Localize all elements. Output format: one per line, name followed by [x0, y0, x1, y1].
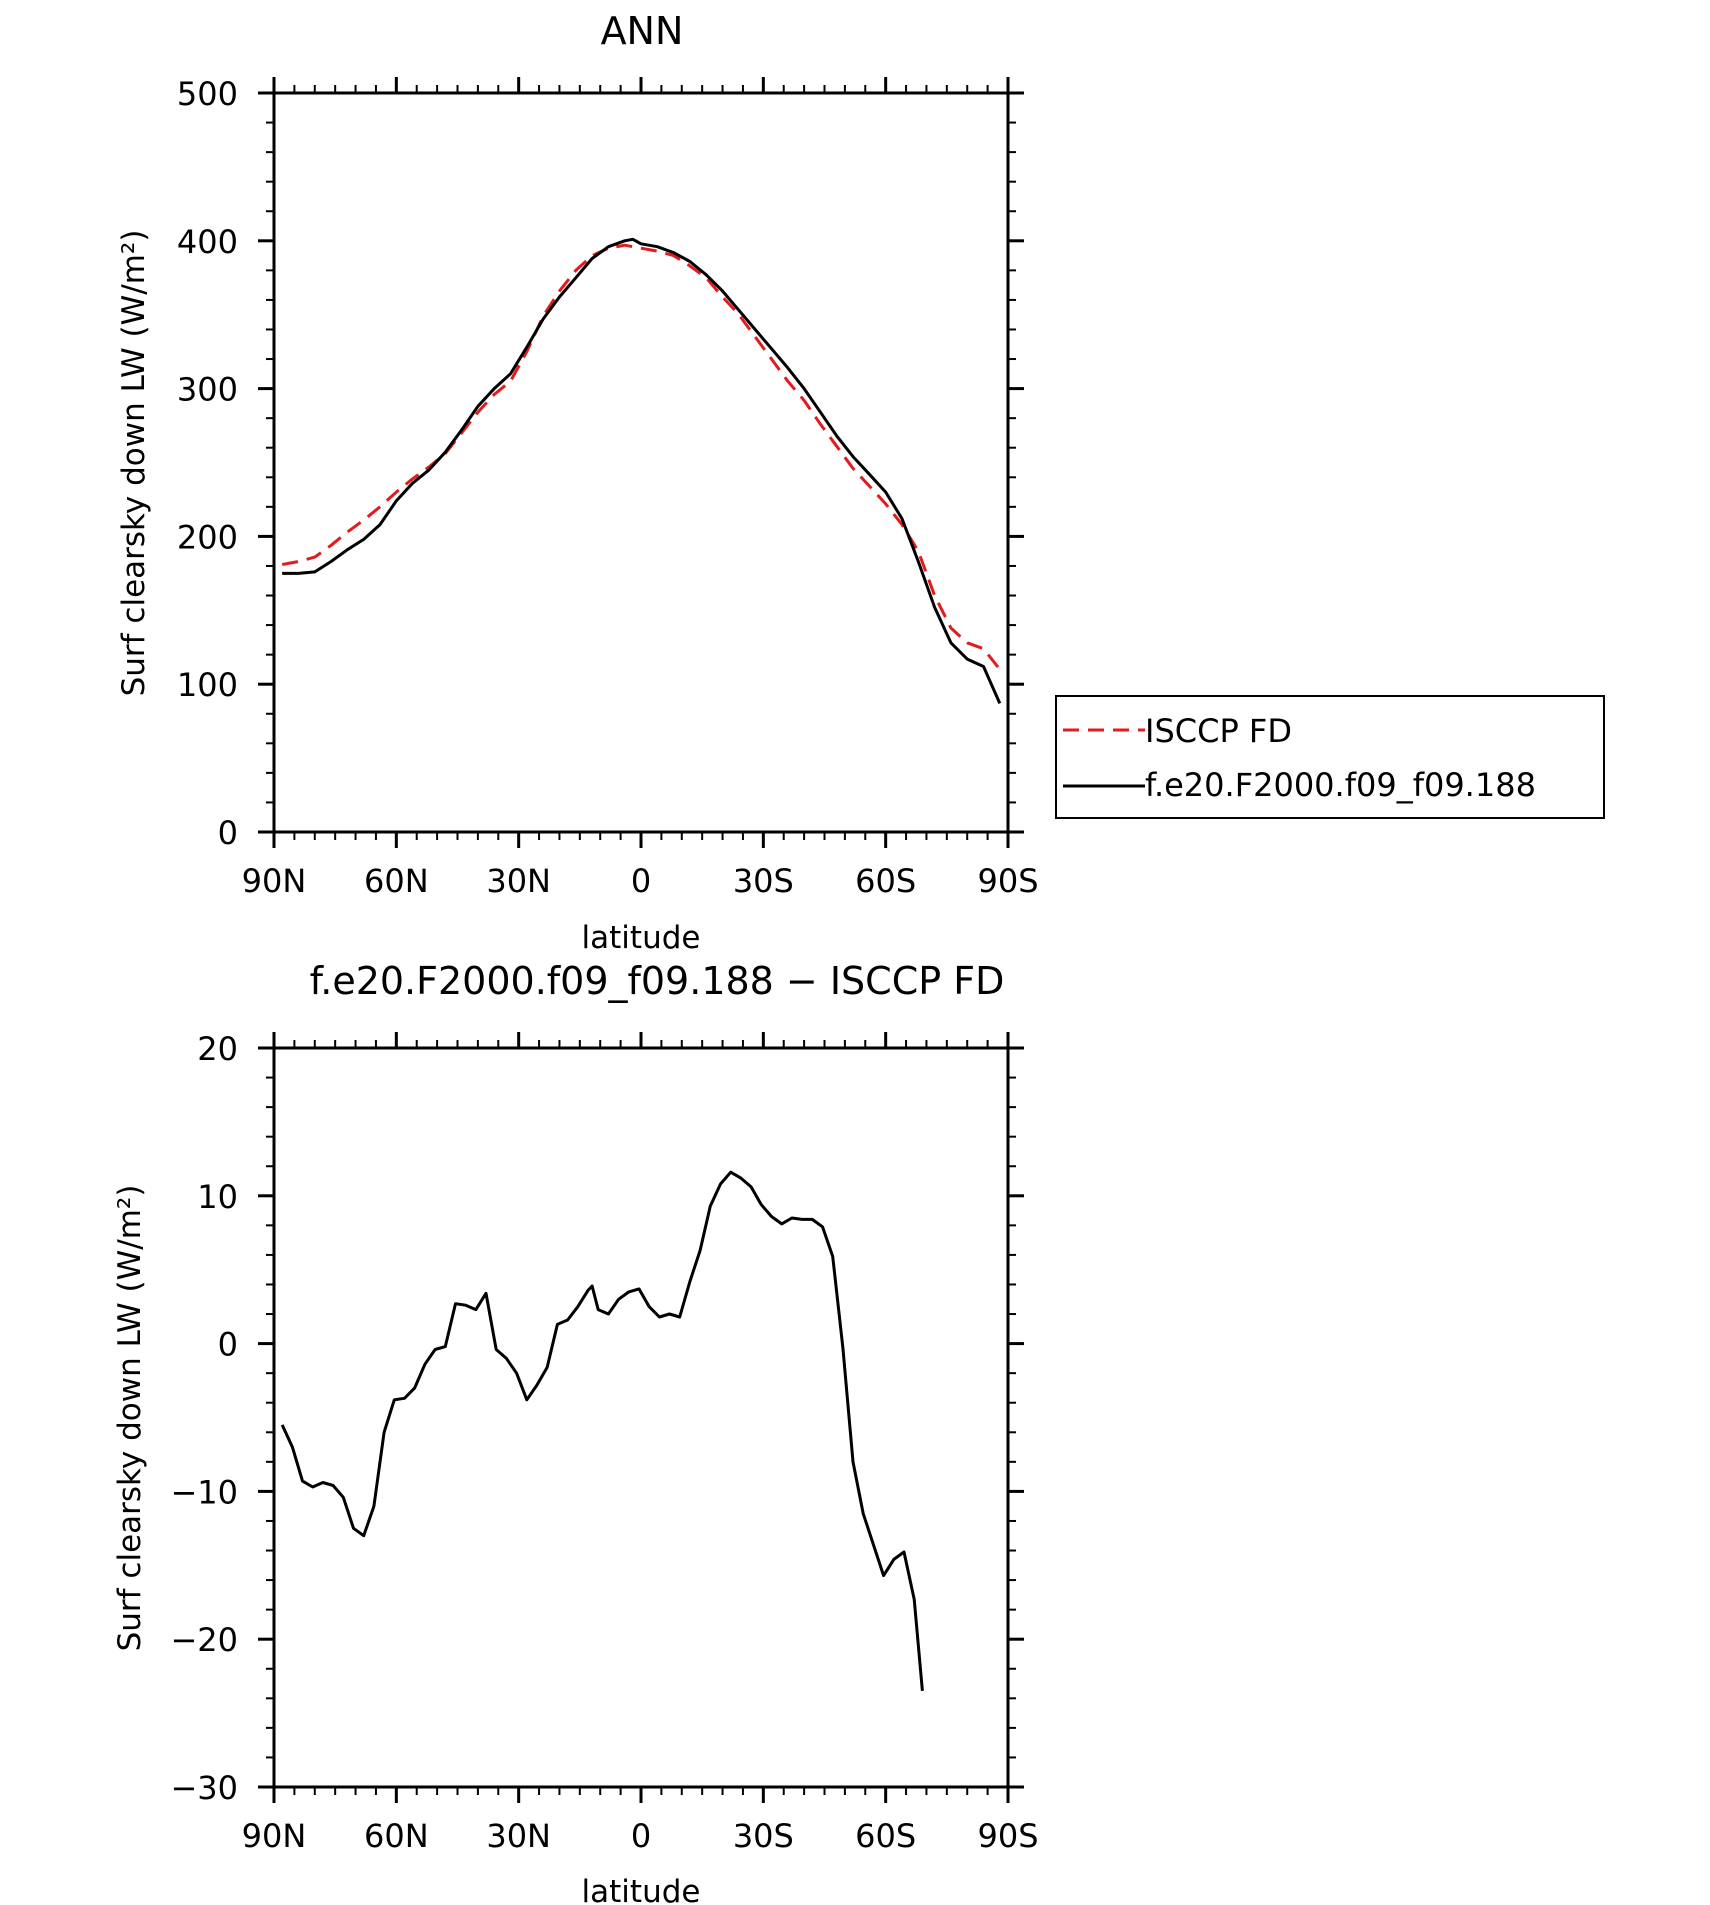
bottom-axis-ticks: 90N 60N 30N 0 30S 60S 90S −30 −20 −10 0 10 20: [170, 1030, 1038, 1855]
bottom-chart-title: f.e20.F2000.f09_f09.188 − ISCCP FD: [310, 959, 1005, 1003]
bottom-y-tick-label: 10: [197, 1178, 238, 1216]
bottom-x-tick-label: 60N: [364, 1817, 429, 1855]
bottom-y-tick-label: 0: [218, 1326, 238, 1364]
bottom-y-tick-label: −20: [170, 1621, 238, 1659]
top-axis-ticks: 90N 60N 30N 0 30S 60S 90S 0 100 200 300 400 500: [177, 75, 1039, 900]
bottom-x-tick-label: 0: [631, 1817, 651, 1855]
top-y-tick-label: 400: [177, 223, 238, 261]
bottom-x-tick-label: 90S: [977, 1817, 1038, 1855]
top-plot-frame: [272, 91, 1010, 834]
legend-label-isccp: ISCCP FD: [1145, 712, 1292, 750]
top-x-tick-label: 90S: [977, 862, 1038, 900]
legend-label-model: f.e20.F2000.f09_f09.188: [1145, 766, 1536, 804]
top-x-tick-label: 90N: [242, 862, 307, 900]
bottom-x-tick-label: 60S: [855, 1817, 916, 1855]
top-y-tick-label: 200: [177, 518, 238, 556]
legend-box: [1055, 695, 1605, 819]
top-chart-title: ANN: [601, 9, 684, 53]
top-x-axis-label: latitude: [582, 920, 701, 956]
bottom-panel: f.e20.F2000.f09_f09.188 − ISCCP FD 90N 60…: [112, 959, 1039, 1905]
bottom-series-layer: [280, 1170, 924, 1692]
bottom-x-tick-label: 30S: [733, 1817, 794, 1855]
top-panel: ANN 90N 60N 30N 0 30S 60S 90S0100200300400500 …: [116, 9, 1039, 956]
top-y-axis-label: Surf clearsky down LW (W/m²): [116, 230, 152, 697]
top-x-tick-label: 0: [631, 862, 651, 900]
top-series-layer: [281, 237, 1002, 705]
bottom-y-tick-label: −10: [170, 1473, 238, 1511]
top-y-tick-label: 500: [177, 75, 238, 113]
bottom-y-tick-label: 20: [197, 1030, 238, 1068]
top-y-tick-label: 300: [177, 371, 238, 409]
top-y-tick-label: 100: [177, 666, 238, 704]
bottom-series-line-0: [280, 1170, 924, 1692]
bottom-y-tick-label: −30: [170, 1769, 238, 1807]
top-x-tick-label: 60N: [364, 862, 429, 900]
bottom-plot-frame: [272, 1046, 1010, 1789]
bottom-x-axis-label: latitude: [582, 1874, 701, 1905]
top-y-tick-label: 0: [218, 814, 238, 852]
top-series-line-0: [281, 243, 1001, 671]
legend: ISCCP FD f.e20.F2000.f09_f09.188: [1055, 695, 1605, 819]
top-x-tick-label: 60S: [855, 862, 916, 900]
bottom-x-tick-label: 30N: [486, 1817, 551, 1855]
top-series-line-1: [282, 237, 1002, 705]
bottom-y-axis-label: Surf clearsky down LW (W/m²): [112, 1185, 148, 1652]
bottom-x-tick-label: 90N: [242, 1817, 307, 1855]
top-x-tick-label: 30S: [733, 862, 794, 900]
top-x-tick-label: 30N: [486, 862, 551, 900]
